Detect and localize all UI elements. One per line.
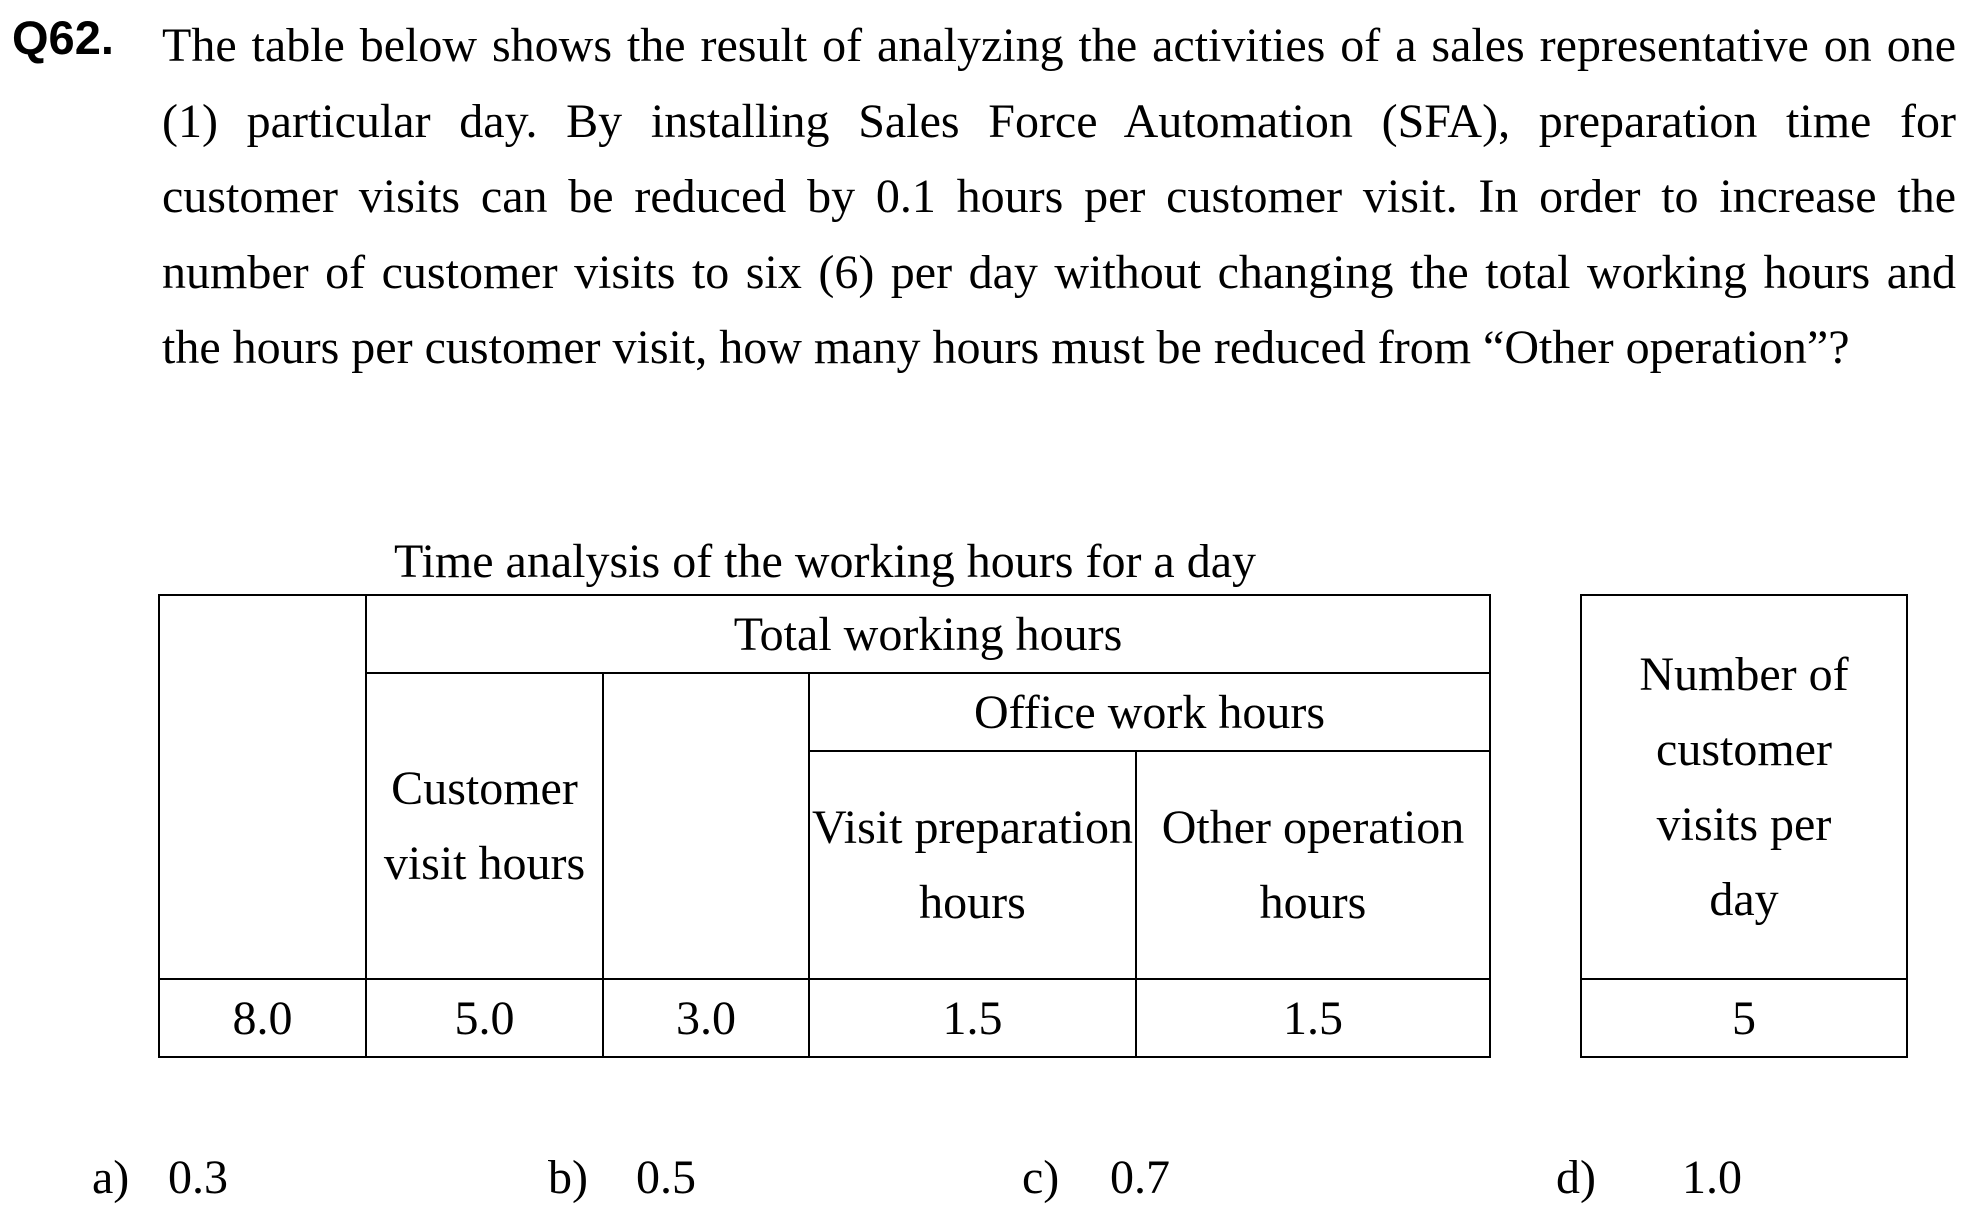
answer-d-label: d) bbox=[1556, 1151, 1596, 1204]
customer-visit-hours-value: 5.0 bbox=[365, 978, 604, 1058]
blank-cell bbox=[158, 673, 367, 751]
customer-visits-table: Number of customer visits per day 5 bbox=[1580, 594, 1908, 1058]
question-text: The table below shows the result of anal… bbox=[162, 19, 1956, 374]
total-working-hours-header: Total working hours bbox=[366, 594, 1491, 674]
answer-d-value: 1.0 bbox=[1682, 1151, 1742, 1204]
visit-preparation-hours-header: Visit preparation hours bbox=[808, 750, 1137, 980]
other-operation-hours-header: Other operation hours bbox=[1135, 750, 1491, 980]
answer-c-label: c) bbox=[1022, 1151, 1060, 1204]
blank-cell bbox=[602, 672, 810, 751]
answer-b-value: 0.5 bbox=[636, 1151, 696, 1204]
table-caption: Time analysis of the working hours for a… bbox=[393, 535, 1257, 588]
office-work-hours-value: 3.0 bbox=[602, 978, 810, 1058]
visit-preparation-hours-value: 1.5 bbox=[808, 978, 1137, 1058]
blank-cell bbox=[602, 751, 810, 980]
answer-a-value: 0.3 bbox=[168, 1151, 228, 1204]
customer-visits-value: 5 bbox=[1580, 978, 1908, 1058]
corner-blank-cell bbox=[158, 594, 367, 673]
customer-visits-header: Number of customer visits per day bbox=[1580, 594, 1908, 980]
office-work-hours-header: Office work hours bbox=[808, 672, 1491, 752]
question-number: Q62. bbox=[12, 11, 114, 64]
answer-c-value: 0.7 bbox=[1110, 1151, 1170, 1204]
total-hours-value: 8.0 bbox=[158, 978, 367, 1058]
answer-a-label: a) bbox=[92, 1151, 130, 1204]
answer-b-label: b) bbox=[548, 1151, 588, 1204]
customer-visit-hours-header: Customer visit hours bbox=[365, 672, 604, 980]
blank-cell bbox=[158, 751, 367, 980]
time-analysis-table: Total working hours Customer visit hours… bbox=[158, 594, 1491, 1058]
other-operation-hours-value: 1.5 bbox=[1135, 978, 1491, 1058]
